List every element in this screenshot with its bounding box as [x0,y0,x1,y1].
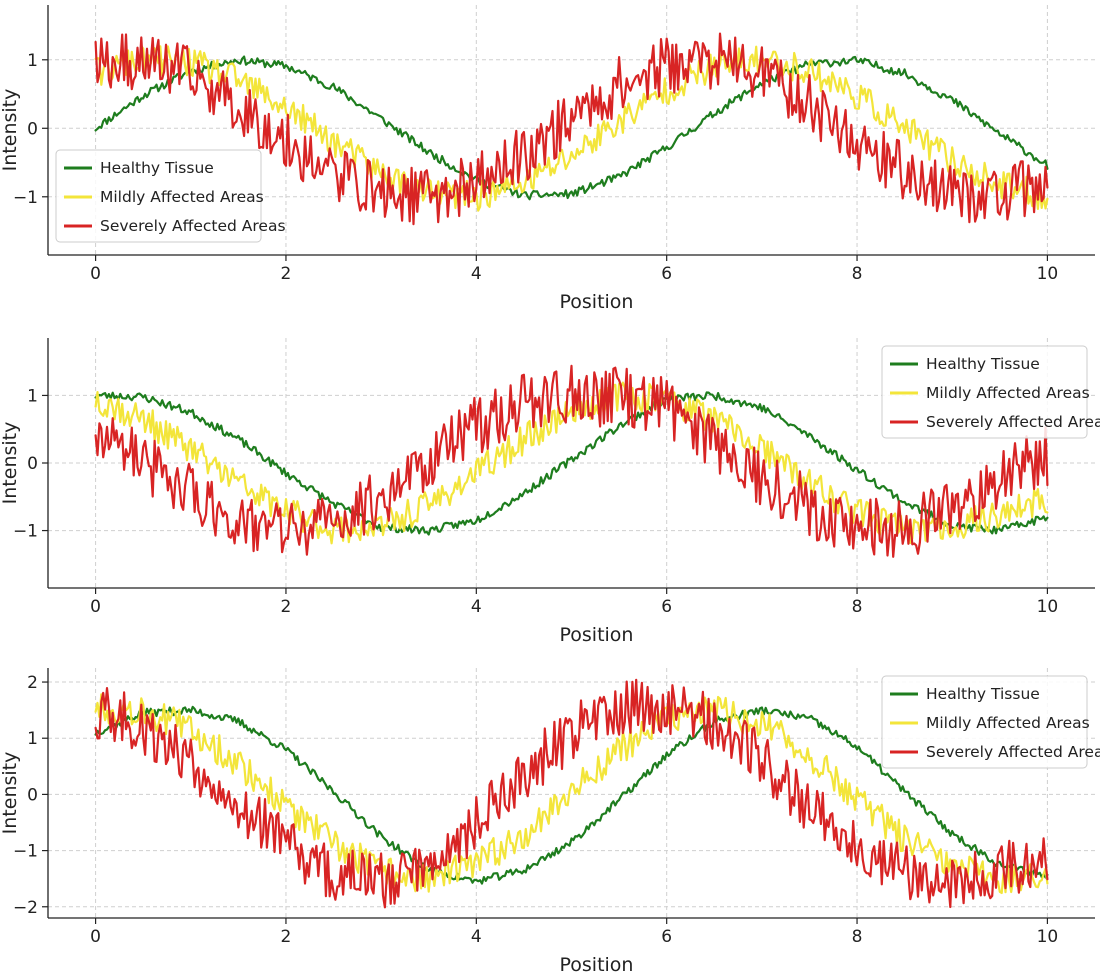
legend-label: Severely Affected Areas [926,413,1100,431]
y-axis-label: Intensity [0,752,21,835]
legend-label: Mildly Affected Areas [926,384,1090,402]
chart-panel-3: 0 2 4 6 8 10 −2 −1 0 1 2 Position Intensity Healthy T… [0,668,1100,976]
legend-label: Healthy Tissue [926,355,1040,373]
legend-box [55,149,262,243]
y-tick-label: −1 [13,842,38,862]
x-tick-label: 8 [852,264,863,284]
chart-panel-1: 0 2 4 6 8 10 −1 0 1 Position Intensity Healthy Tiss… [0,5,1095,313]
x-axis-label: Position [560,291,634,313]
legend-label: Mildly Affected Areas [100,188,264,206]
x-axis-label: Position [560,624,634,646]
legend: Healthy Tissue Mildly Affected Areas Sever… [881,345,1100,439]
series-line-2 [94,381,1049,545]
x-tick-label: 4 [471,927,482,947]
y-tick-label: 0 [27,785,38,805]
y-tick-label: −1 [13,522,38,542]
series-line-1 [94,391,1049,536]
y-tick-label: 0 [27,454,38,474]
series-line-1 [94,55,1049,201]
x-axis-label: Position [560,954,634,976]
legend-label: Healthy Tissue [100,159,214,177]
legend-label: Severely Affected Areas [100,217,286,235]
legend-box [881,675,1088,769]
y-tick-label: 2 [27,673,38,693]
x-tick-label: 6 [661,927,672,947]
series-line-2 [94,44,1049,212]
y-axis-label: Intensity [0,89,21,172]
series-line-1 [94,705,1049,885]
x-tick-label: 10 [1037,927,1059,947]
x-tick-label: 2 [281,264,292,284]
series-line-2 [94,693,1049,895]
y-tick-label: 1 [27,51,38,71]
legend-label: Healthy Tissue [926,685,1040,703]
x-tick-label: 10 [1037,597,1059,617]
x-tick-label: 10 [1037,264,1059,284]
x-tick-label: 8 [852,597,863,617]
chart-panel-2: 0 2 4 6 8 10 −1 0 1 Position Intensity Healthy Tiss… [0,338,1100,646]
x-tick-label: 6 [661,264,672,284]
x-tick-label: 8 [852,927,863,947]
y-tick-label: 1 [27,729,38,749]
legend: Healthy Tissue Mildly Affected Areas Sever… [55,149,286,243]
x-tick-label: 0 [90,597,101,617]
y-tick-label: −2 [13,898,38,918]
y-tick-label: −1 [13,188,38,208]
x-tick-label: 0 [90,264,101,284]
y-tick-label: 1 [27,386,38,406]
x-tick-label: 6 [661,597,672,617]
x-tick-label: 4 [471,264,482,284]
y-tick-label: 0 [27,119,38,139]
y-axis-label: Intensity [0,422,21,505]
series-line-3 [94,32,1049,226]
legend-label: Severely Affected Areas [926,743,1100,761]
x-tick-label: 2 [281,927,292,947]
legend-label: Mildly Affected Areas [926,714,1090,732]
x-tick-label: 0 [90,927,101,947]
legend: Healthy Tissue Mildly Affected Areas Sever… [881,675,1100,769]
legend-box [881,345,1088,439]
x-tick-label: 2 [281,597,292,617]
series-line-3 [94,678,1049,909]
x-tick-label: 4 [471,597,482,617]
series-line-3 [94,364,1049,558]
